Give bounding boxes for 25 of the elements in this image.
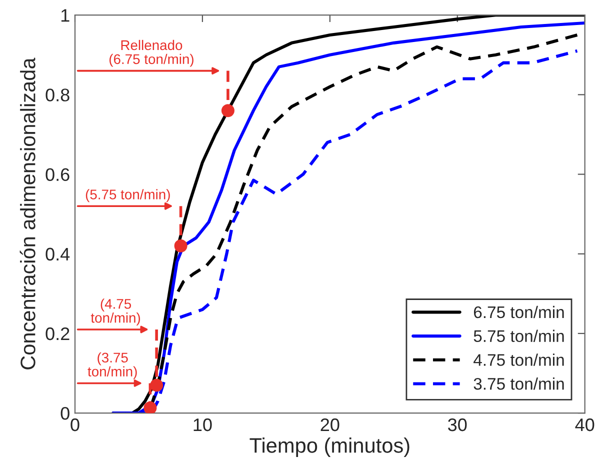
annotation: Rellenado (6.75 ton/min) [109, 40, 194, 67]
y-tick-label: 0.6 [46, 168, 70, 181]
x-axis-title: Tiempo (minutos) [250, 438, 410, 457]
point [150, 378, 164, 392]
point [144, 401, 157, 414]
annotation: (4.75 ton/min) [90, 298, 140, 326]
legend-label: 4.75 ton/min [474, 354, 564, 366]
x-tick-label: 10 [194, 418, 212, 432]
y-tick-label: 0.4 [46, 248, 70, 261]
legend-label: 5.75 ton/min [474, 330, 564, 342]
y-tick-label: 0.8 [46, 88, 70, 102]
x-tick-label: 0 [70, 418, 80, 432]
x-tick-label: 40 [575, 418, 594, 432]
legend-label: 6.75 ton/min [474, 306, 564, 318]
annotation: (5.75 ton/min) [86, 189, 170, 202]
y-axis-title: Concentración adimensionalizada [20, 58, 36, 370]
x-tick-label: 30 [448, 418, 467, 432]
point [221, 104, 234, 118]
y-tick-label: 1 [61, 9, 70, 22]
point [174, 239, 188, 252]
annotation: (3.75 ton/min) [88, 352, 137, 380]
legend-label: 3.75 ton/min [474, 378, 564, 390]
y-tick-label: 0 [60, 407, 70, 420]
x-tick-label: 20 [320, 418, 340, 432]
y-tick-label: 0.2 [46, 327, 70, 340]
